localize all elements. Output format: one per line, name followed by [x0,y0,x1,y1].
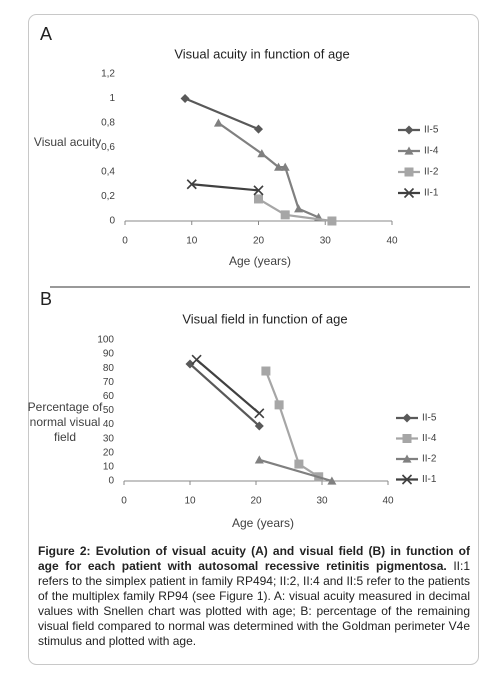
y-tick-label: 70 [103,377,115,388]
caption-text: II:1 refers to the simplex patient in fa… [38,559,470,648]
series-line [258,458,333,483]
chart-title: Visual field in function of age [182,311,347,326]
frame [28,14,479,665]
legend-marker [402,434,412,443]
point [213,118,223,127]
series-line [184,97,259,131]
point [261,366,271,376]
series-line [189,363,261,427]
x-tick-label: 20 [253,236,265,247]
legend-label: II-5 [422,413,437,424]
legend-marker [403,187,415,199]
point [327,476,337,485]
x-tick-label: 0 [121,496,127,507]
point [294,459,304,469]
series-line [217,122,320,219]
point [274,400,284,410]
point [185,359,195,369]
y-tick-label: 100 [97,335,114,346]
series-line [264,370,320,478]
caption: Figure 2: Evolution of visual acuity (A)… [38,544,470,649]
y-tick-label: 0,8 [101,118,115,129]
y-axis-label: Visual acuity [33,135,102,149]
panel-label: A [40,24,52,44]
y-tick-label: 1 [109,93,115,104]
point [253,185,264,196]
point [254,124,263,134]
x-tick-label: 0 [122,236,128,247]
y-axis-label: Percentage of normal visual field [27,400,103,444]
point [254,421,264,431]
legend-marker [402,413,412,423]
x-axis-label: Age (years) [228,254,292,268]
y-tick-label: 80 [103,363,115,374]
x-tick-label: 40 [382,496,394,507]
chart-title: Visual acuity in function of age [174,46,349,61]
legend-label: II-4 [424,146,439,157]
y-tick-label: 40 [103,419,115,430]
point [186,179,197,190]
point [280,162,290,171]
x-tick-label: 30 [320,236,332,247]
x-tick-label: 10 [186,236,198,247]
point [280,210,290,220]
y-tick-label: 30 [103,433,115,444]
y-tick-label: 0,6 [101,142,115,153]
y-tick-label: 1,2 [101,69,115,80]
point [257,149,267,158]
legend-marker [401,474,413,485]
point [254,455,264,464]
y-tick-label: 50 [103,405,115,416]
legend-label: II-5 [424,125,439,136]
y-tick-label: 0 [109,216,115,227]
caption-title: Figure 2: Evolution of visual acuity (A)… [38,544,470,573]
y-tick-label: 0,4 [101,167,115,178]
series-line [195,358,261,415]
point [254,408,265,419]
legend-marker [404,146,414,155]
series-line [191,183,259,192]
x-axis-label: Age (years) [231,516,295,530]
point [180,94,190,103]
x-tick-label: 10 [184,496,196,507]
legend-label: II-4 [422,433,437,444]
legend-label: II-1 [424,188,439,199]
y-tick-label: 60 [103,391,115,402]
x-tick-label: 20 [250,496,262,507]
legend-marker [404,125,414,135]
point [327,216,337,226]
legend-label: II-2 [422,454,437,465]
legend-marker [402,454,412,463]
legend-marker [404,167,414,177]
point [294,204,304,213]
y-tick-label: 20 [103,447,115,458]
y-tick-label: 10 [103,462,115,473]
legend-label: II-2 [424,167,439,178]
y-tick-label: 0 [108,476,114,487]
point [254,194,263,204]
legend-label: II-1 [422,474,437,485]
panel-label: B [40,289,52,309]
x-tick-label: 40 [386,236,398,247]
y-tick-label: 0,2 [101,191,115,202]
y-tick-label: 90 [103,349,115,360]
point [191,354,202,365]
x-tick-label: 30 [316,496,328,507]
point [274,162,284,171]
